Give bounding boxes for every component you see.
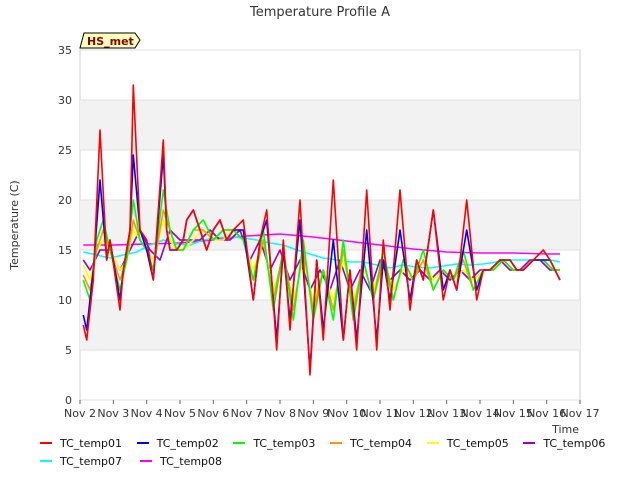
legend-row-2: TC_temp07 TC_temp08: [40, 452, 620, 470]
y-tick-label: 0: [65, 394, 72, 407]
legend-item-tc-temp07: TC_temp07: [40, 455, 140, 468]
y-tick-label: 30: [58, 94, 72, 107]
legend-swatch: [40, 442, 52, 444]
x-tick-label: Nov 15: [494, 407, 533, 420]
site-badge: HS_met: [79, 32, 141, 49]
x-tick-label: Nov 3: [97, 407, 129, 420]
grid-band: [80, 100, 580, 150]
legend-label: TC_temp03: [253, 436, 316, 450]
legend-label: TC_temp05: [446, 436, 509, 450]
x-axis-label: Time: [551, 423, 579, 436]
legend: TC_temp01 TC_temp02 TC_temp03 TC_temp04 …: [40, 434, 620, 470]
y-tick-label: 35: [58, 44, 72, 57]
legend-label: TC_temp02: [156, 436, 219, 450]
x-tick-label: Nov 13: [427, 407, 466, 420]
x-tick-label: Nov 8: [264, 407, 296, 420]
x-tick-label: Nov 17: [561, 407, 600, 420]
legend-item-tc-temp05: TC_temp05: [426, 436, 524, 450]
legend-swatch: [140, 460, 152, 462]
x-tick-label: Nov 14: [461, 407, 500, 420]
legend-label: TC_temp01: [60, 436, 123, 450]
legend-label: TC_temp06: [543, 436, 606, 450]
y-tick-label: 25: [58, 144, 72, 157]
y-axis-label: Temperature (C): [8, 180, 21, 270]
x-tick-label: Nov 2: [64, 407, 96, 420]
legend-item-tc-temp08: TC_temp08: [140, 455, 240, 468]
series-line-tc-temp06: [82, 229, 560, 291]
grid-band: [80, 300, 580, 350]
legend-row-1: TC_temp01 TC_temp02 TC_temp03 TC_temp04 …: [40, 434, 620, 452]
legend-swatch: [330, 442, 343, 444]
y-tick-label: 20: [58, 194, 72, 207]
x-tick-label: Nov 4: [131, 407, 163, 420]
x-tick-label: Nov 12: [394, 407, 433, 420]
x-tick-label: Nov 5: [164, 407, 196, 420]
legend-swatch: [40, 460, 52, 462]
x-tick-label: Nov 6: [197, 407, 229, 420]
legend-swatch: [426, 442, 439, 444]
x-tick-label: Nov 11: [361, 407, 400, 420]
x-tick-label: Nov 16: [527, 407, 566, 420]
x-axis-ticks: Nov 2 Nov 3 Nov 4 Nov 5 Nov 6 Nov 7 Nov 8 Nov 9…: [64, 400, 599, 420]
legend-label: TC_temp08: [160, 454, 223, 468]
chart-title: Temperature Profile A: [249, 5, 390, 20]
legend-swatch: [233, 442, 246, 444]
legend-item-tc-temp04: TC_temp04: [330, 437, 427, 450]
x-tick-label: Nov 10: [327, 407, 366, 420]
y-tick-label: 15: [58, 244, 72, 257]
site-badge-label: HS_met: [87, 35, 134, 48]
x-tick-label: Nov 7: [231, 407, 263, 420]
legend-label: TC_temp04: [350, 436, 413, 450]
series-line-tc-temp01: [82, 84, 561, 376]
legend-item-tc-temp02: TC_temp02: [136, 436, 234, 450]
series-line-tc-temp07: [83, 236, 561, 269]
x-tick-label: Nov 9: [297, 407, 329, 420]
legend-swatch: [523, 442, 536, 444]
series-layer: [82, 84, 561, 376]
legend-item-tc-temp01: TC_temp01: [40, 437, 137, 450]
legend-swatch: [136, 442, 149, 444]
series-line-tc-temp03: [82, 189, 560, 321]
legend-item-tc-temp03: TC_temp03: [233, 437, 330, 450]
legend-item-tc-temp06: TC_temp06: [523, 437, 620, 450]
legend-label: TC_temp07: [60, 454, 123, 468]
y-tick-label: 10: [58, 294, 72, 307]
site-badge-box: [79, 32, 141, 49]
y-tick-label: 5: [65, 344, 72, 357]
y-axis-ticks: 0 5 10 15 20 25 30 35: [58, 44, 72, 407]
